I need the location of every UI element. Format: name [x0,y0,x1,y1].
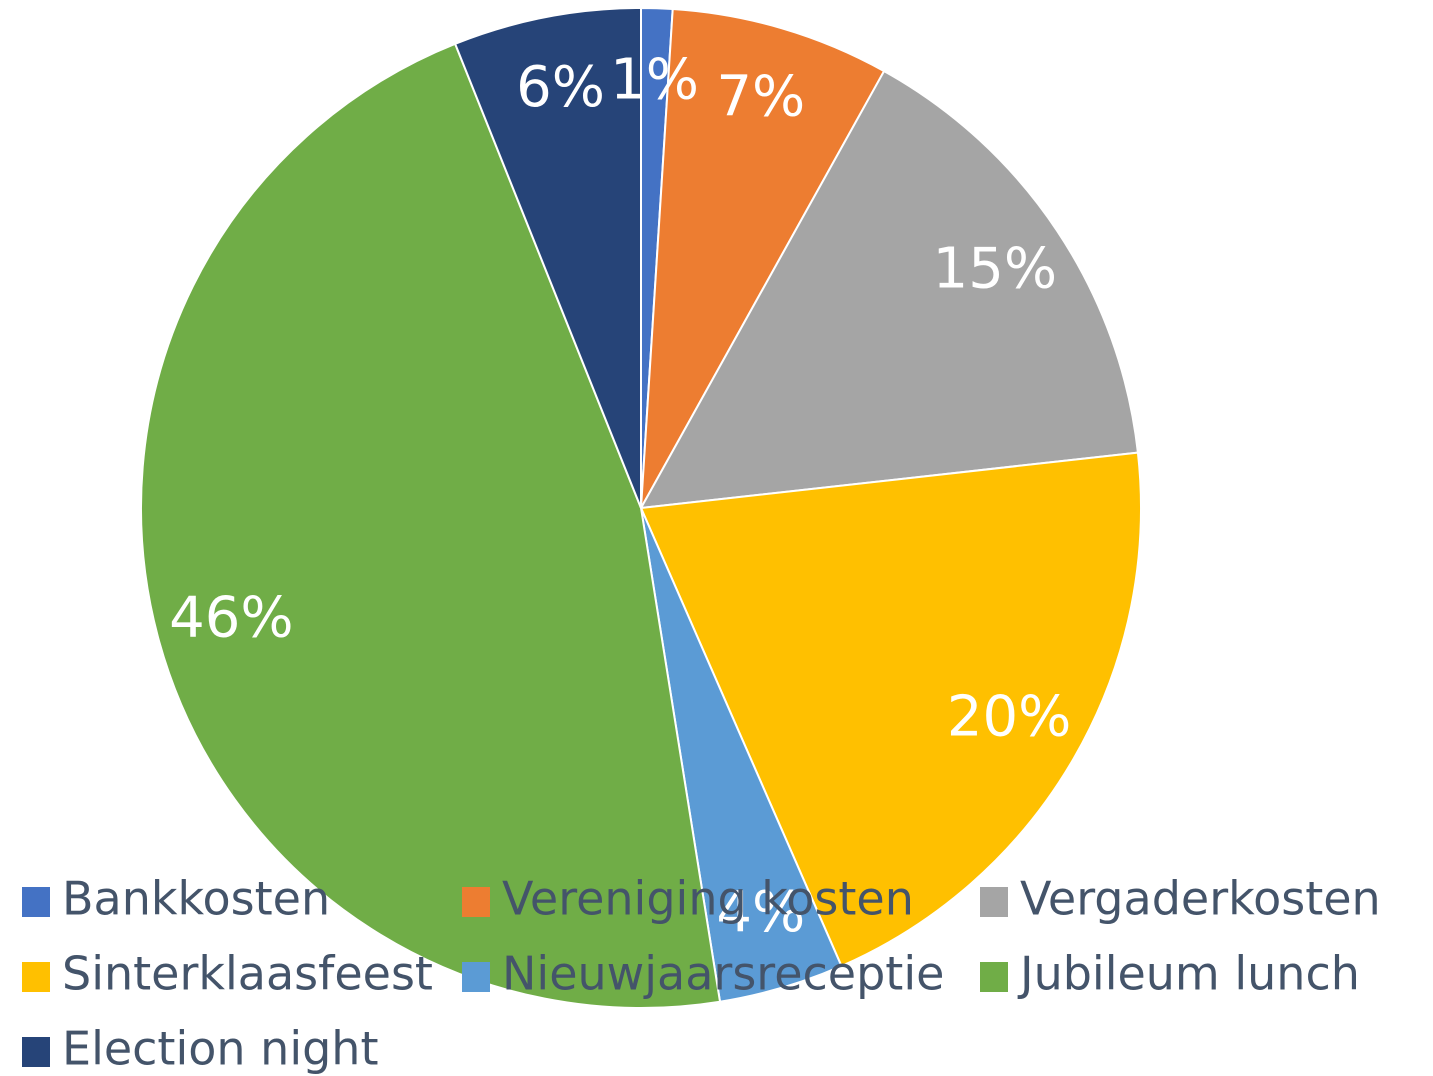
legend-swatch [980,887,1008,917]
pie-slice [453,6,642,509]
legend-swatch [22,887,50,917]
data-label: 7% [716,64,805,129]
legend-swatch [22,962,50,992]
data-label: 15% [933,237,1057,302]
data-label: 6% [516,55,605,120]
legend-swatch [22,1037,50,1067]
legend-swatch [462,887,490,917]
data-label: 4% [716,880,805,945]
data-label: 20% [947,685,1071,750]
legend-label: Nieuwjaarsreceptie [502,947,944,1001]
data-label: 46% [169,585,293,650]
pie-slice [639,69,1140,510]
legend-label: Vereniging kosten [502,872,914,926]
legend-label: Jubileum lunch [1017,947,1360,1001]
legend-swatch [980,962,1008,992]
legend-swatch [462,962,490,992]
pie-slice [639,451,1142,968]
legend-label: Bankkosten [62,872,330,926]
pie-slice [640,7,886,509]
legend-label: Sinterklaasfeest [62,947,433,1001]
legend-label: Vergaderkosten [1020,872,1381,926]
data-label: 1% [610,47,699,112]
pie-slice [140,42,722,1009]
legend-label: Election night [62,1022,379,1076]
